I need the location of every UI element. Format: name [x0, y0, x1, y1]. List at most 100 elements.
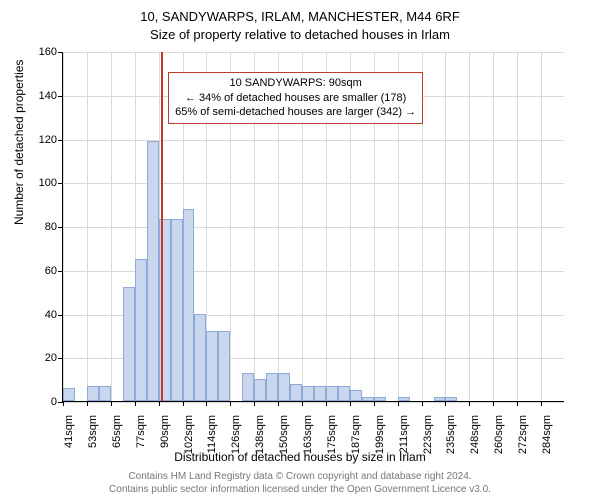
histogram-bar: [123, 287, 135, 401]
ytick-label: 60: [45, 265, 63, 277]
histogram-bar: [445, 397, 457, 401]
xtick-mark: [469, 401, 470, 406]
annotation-line: ← 34% of detached houses are smaller (17…: [175, 91, 416, 106]
histogram-bar: [99, 386, 111, 401]
annotation-line: 10 SANDYWARPS: 90sqm: [175, 76, 416, 91]
histogram-bar: [434, 397, 446, 401]
xtick-mark: [63, 401, 64, 406]
gridline-h: [63, 402, 564, 403]
histogram-bar: [254, 379, 266, 401]
histogram-bar: [218, 331, 230, 401]
xtick-label: 187sqm: [350, 407, 362, 454]
xtick-label: 41sqm: [63, 407, 75, 448]
attribution-line-2: Contains public sector information licen…: [0, 483, 600, 496]
ytick-label: 80: [45, 221, 63, 233]
histogram-bar: [266, 373, 278, 401]
ytick-label: 40: [45, 309, 63, 321]
xtick-mark: [326, 401, 327, 406]
gridline-v: [63, 52, 64, 401]
xtick-mark: [135, 401, 136, 406]
chart-area: 02040608010012014016041sqm53sqm65sqm77sq…: [62, 52, 564, 402]
histogram-bar: [278, 373, 290, 401]
histogram-bar: [135, 259, 147, 401]
histogram-bar: [194, 314, 206, 402]
xtick-mark: [541, 401, 542, 406]
xtick-label: 114sqm: [206, 407, 218, 453]
gridline-h: [63, 183, 564, 184]
gridline-v: [445, 52, 446, 401]
xtick-label: 235sqm: [445, 407, 457, 454]
xtick-mark: [445, 401, 446, 406]
xtick-label: 211sqm: [398, 407, 410, 453]
reference-line: [161, 52, 163, 401]
gridline-h: [63, 227, 564, 228]
xtick-label: 260sqm: [493, 407, 505, 454]
xtick-mark: [350, 401, 351, 406]
ytick-label: 100: [39, 177, 63, 189]
gridline-v: [87, 52, 88, 401]
chart-title-main: 10, SANDYWARPS, IRLAM, MANCHESTER, M44 6…: [0, 8, 600, 26]
gridline-v: [517, 52, 518, 401]
histogram-bar: [206, 331, 218, 401]
xtick-label: 163sqm: [302, 407, 314, 454]
histogram-bar: [63, 388, 75, 401]
histogram-bar: [302, 386, 314, 401]
xtick-mark: [254, 401, 255, 406]
histogram-bar: [398, 397, 410, 401]
xtick-label: 150sqm: [278, 407, 290, 454]
xtick-mark: [111, 401, 112, 406]
xtick-mark: [183, 401, 184, 406]
histogram-bar: [242, 373, 254, 401]
xtick-mark: [422, 401, 423, 406]
histogram-bar: [87, 386, 99, 401]
xtick-mark: [278, 401, 279, 406]
attribution-line-1: Contains HM Land Registry data © Crown c…: [0, 470, 600, 483]
plot: 02040608010012014016041sqm53sqm65sqm77sq…: [62, 52, 564, 402]
y-axis-title: Number of detached properties: [12, 60, 26, 225]
xtick-mark: [206, 401, 207, 406]
xtick-mark: [159, 401, 160, 406]
histogram-bar: [350, 390, 362, 401]
histogram-bar: [362, 397, 374, 401]
chart-title-block: 10, SANDYWARPS, IRLAM, MANCHESTER, M44 6…: [0, 0, 600, 43]
gridline-v: [469, 52, 470, 401]
xtick-label: 126sqm: [230, 407, 242, 454]
ytick-label: 160: [39, 46, 63, 58]
xtick-mark: [517, 401, 518, 406]
gridline-h: [63, 140, 564, 141]
chart-title-sub: Size of property relative to detached ho…: [0, 26, 600, 44]
xtick-label: 65sqm: [111, 407, 123, 448]
xtick-label: 272sqm: [517, 407, 529, 454]
xtick-mark: [302, 401, 303, 406]
gridline-v: [111, 52, 112, 401]
xtick-label: 102sqm: [183, 407, 195, 454]
histogram-bar: [326, 386, 338, 401]
histogram-bar: [171, 219, 183, 401]
xtick-mark: [230, 401, 231, 406]
xtick-label: 284sqm: [541, 407, 553, 454]
annotation-line: 65% of semi-detached houses are larger (…: [175, 105, 416, 120]
x-axis-title: Distribution of detached houses by size …: [0, 450, 600, 464]
attribution: Contains HM Land Registry data © Crown c…: [0, 470, 600, 496]
xtick-label: 199sqm: [374, 407, 386, 454]
xtick-mark: [374, 401, 375, 406]
histogram-bar: [290, 384, 302, 402]
xtick-label: 77sqm: [135, 407, 147, 448]
gridline-v: [541, 52, 542, 401]
annotation-box: 10 SANDYWARPS: 90sqm← 34% of detached ho…: [168, 72, 423, 125]
xtick-mark: [493, 401, 494, 406]
histogram-bar: [338, 386, 350, 401]
xtick-mark: [87, 401, 88, 406]
ytick-label: 20: [45, 352, 63, 364]
ytick-label: 140: [39, 90, 63, 102]
xtick-label: 53sqm: [87, 407, 99, 448]
ytick-label: 0: [51, 396, 63, 408]
histogram-bar: [183, 209, 195, 402]
gridline-v: [493, 52, 494, 401]
xtick-label: 138sqm: [254, 407, 266, 454]
histogram-bar: [314, 386, 326, 401]
ytick-label: 120: [39, 134, 63, 146]
xtick-label: 223sqm: [422, 407, 434, 454]
histogram-bar: [374, 397, 386, 401]
xtick-mark: [398, 401, 399, 406]
